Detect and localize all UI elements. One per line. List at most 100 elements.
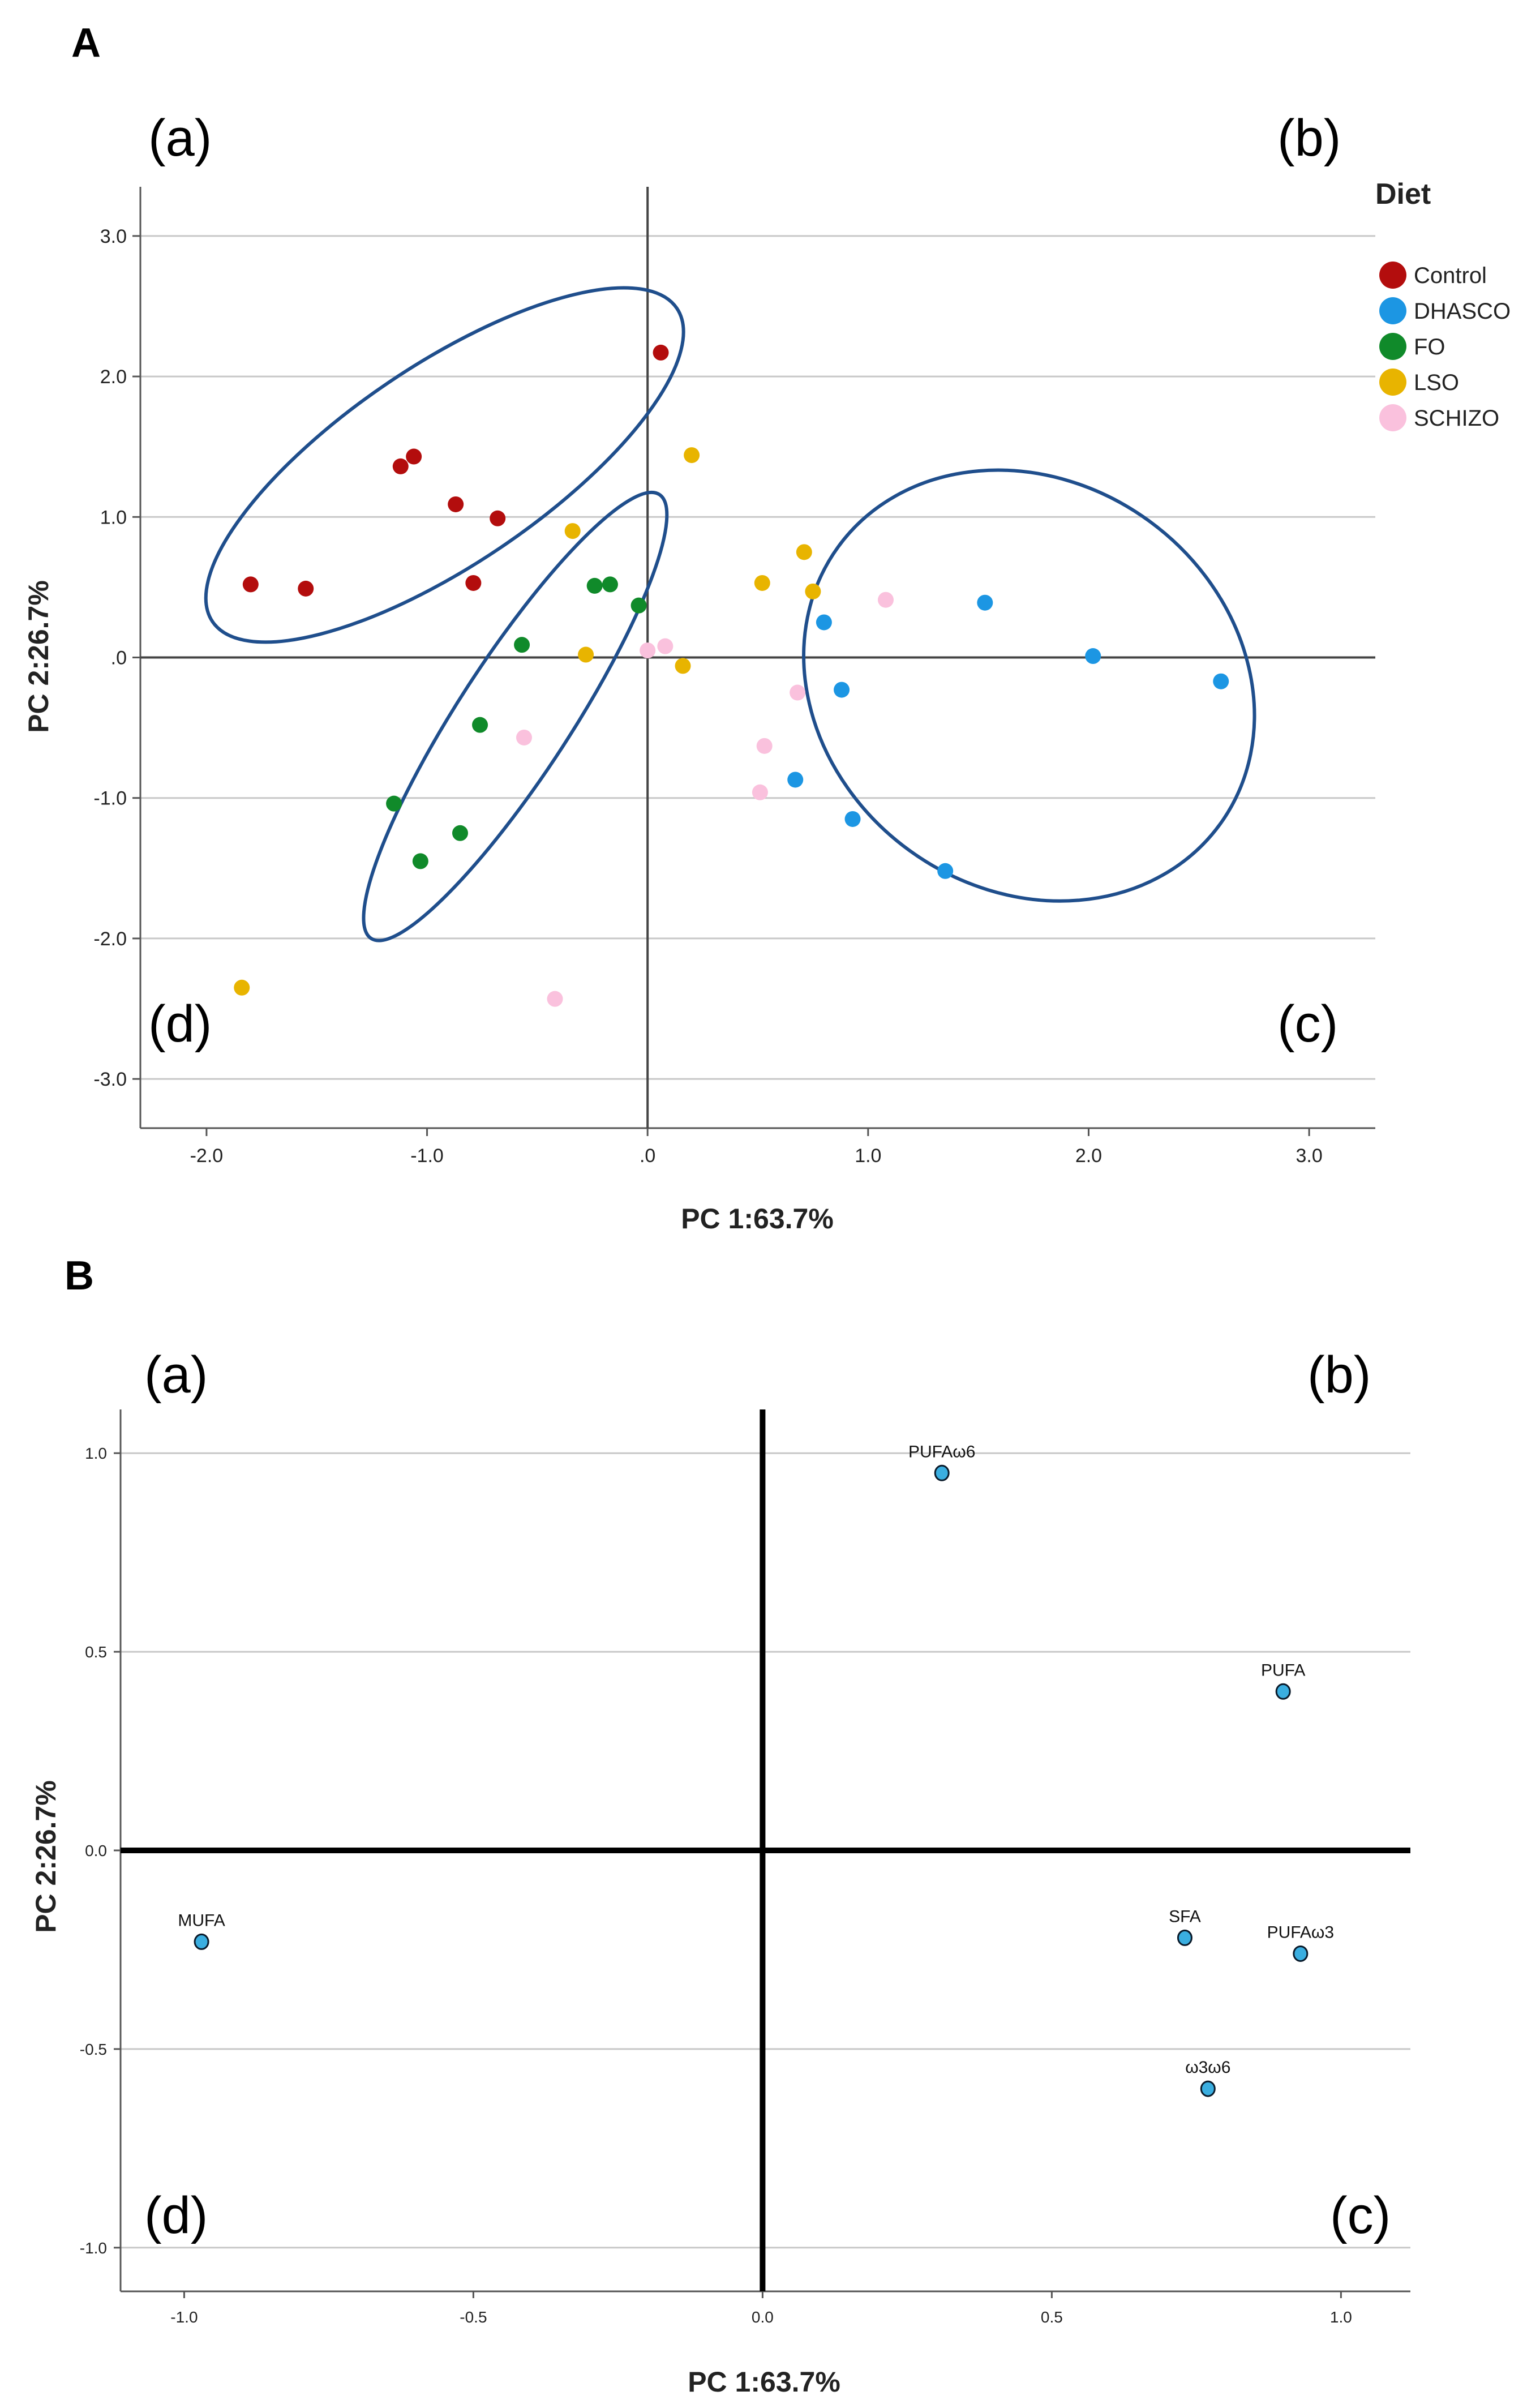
panel-a-x-tick-label: .0 xyxy=(640,1145,655,1167)
point-schizo xyxy=(877,592,894,608)
panel-a-x-tick-label: -2.0 xyxy=(190,1145,224,1167)
variable-label-3-6: ω3ω6 xyxy=(1185,2058,1230,2077)
point-control xyxy=(298,580,314,597)
variable-point-pufa-6 xyxy=(934,1464,950,1481)
panel-b-x-tick-label: 0.5 xyxy=(1041,2308,1063,2326)
point-dhasco xyxy=(844,811,861,827)
panel-a-quadrant-b: (b) xyxy=(1277,109,1341,167)
panel-b-y-tick-label: -1.0 xyxy=(80,2239,107,2257)
legend-marker-schizo xyxy=(1379,404,1406,431)
panel-a-y-axis-title: PC 2:26.7% xyxy=(23,580,54,733)
panel-a-data-points xyxy=(234,344,1229,1007)
point-fo xyxy=(630,597,647,614)
point-lso xyxy=(578,646,594,663)
point-schizo xyxy=(790,684,806,701)
panel-a-y-tick-label: 2.0 xyxy=(100,366,127,388)
point-dhasco xyxy=(816,614,832,631)
cluster-ellipse-2 xyxy=(362,490,669,942)
panel-b-quadrant-c: (c) xyxy=(1330,2187,1391,2244)
variable-label-pufa-3: PUFAω3 xyxy=(1267,1923,1334,1942)
panel-a-quadrant-a: (a) xyxy=(148,109,212,167)
panel-a-quadrant-c: (c) xyxy=(1277,995,1338,1053)
variable-point-sfa xyxy=(1177,1929,1192,1946)
variable-point-3-6 xyxy=(1200,2080,1216,2097)
panel-a-gridlines xyxy=(140,235,1375,1080)
panel-a-x-axis-title: PC 1:63.7% xyxy=(681,1203,834,1235)
variable-point-pufa xyxy=(1275,1683,1291,1700)
variable-label-mufa: MUFA xyxy=(178,1911,225,1930)
point-control xyxy=(490,510,506,526)
point-control xyxy=(242,576,259,593)
point-lso xyxy=(754,575,770,591)
panel-b-x-tick-label: 1.0 xyxy=(1330,2308,1352,2326)
point-fo xyxy=(586,577,603,594)
point-control xyxy=(465,575,482,591)
panel-b-quadrant-b: (b) xyxy=(1307,1346,1371,1404)
legend-marker-lso xyxy=(1379,368,1406,396)
panel-a-y-tick-label: 1.0 xyxy=(100,507,127,528)
point-schizo xyxy=(516,729,532,745)
point-dhasco xyxy=(1213,673,1229,689)
panel-a-y-tick-label: 3.0 xyxy=(100,226,127,247)
panel-a-y-tick-label: -1.0 xyxy=(93,788,127,809)
panel-b-x-tick-label: -0.5 xyxy=(460,2308,487,2326)
point-control xyxy=(392,458,409,474)
point-schizo xyxy=(752,784,768,800)
panel-a-x-tick-label: 3.0 xyxy=(1296,1145,1322,1167)
panel-a-axes xyxy=(132,187,1375,1136)
point-schizo xyxy=(657,638,674,654)
panel-a-cluster-ellipses xyxy=(204,286,1256,942)
panel-b-axes xyxy=(114,1409,1410,2298)
panel-letter-a: A xyxy=(71,20,101,66)
panel-a-scatter-chart: -2.0 -1.0.0 1.0 2.0 3.0 3.02.01.0.0-1.0-2.0-… xyxy=(23,178,1511,1235)
panel-a-x-tick-label: -1.0 xyxy=(410,1145,444,1167)
point-dhasco xyxy=(937,863,954,879)
panel-a-y-tick-labels: 3.0 2.0 1.0 .0 -1.0 -2.0 -3.0 xyxy=(93,226,127,1090)
legend-label-fo: FO xyxy=(1414,335,1445,359)
panel-b-y-tick-label: 1.0 xyxy=(85,1445,107,1462)
point-fo xyxy=(472,717,488,733)
panel-b-y-tick-labels: 1.0 0.5 0.0 -0.5 -1.0 xyxy=(80,1445,107,2257)
panel-b-x-tick-label: 0.0 xyxy=(752,2308,774,2326)
point-lso xyxy=(796,544,812,560)
panel-a-x-tick-label: 1.0 xyxy=(855,1145,881,1167)
variable-label-pufa: PUFA xyxy=(1261,1661,1305,1679)
point-schizo xyxy=(640,642,656,659)
panel-b-loading-chart: -1.0 -0.5 0.0 0.5 1.0 1.0 0.5 0.0 -0.5 -1.0 PUFA… xyxy=(30,1409,1410,2398)
legend-label-control: Control xyxy=(1414,263,1487,288)
variable-label-pufa-6: PUFAω6 xyxy=(908,1442,975,1461)
point-fo xyxy=(412,853,428,869)
cluster-ellipse-3 xyxy=(802,468,1256,903)
point-lso xyxy=(805,583,821,599)
point-lso xyxy=(684,447,700,464)
point-schizo xyxy=(547,991,563,1007)
legend-label-schizo: SCHIZO xyxy=(1414,406,1499,431)
legend-marker-fo xyxy=(1379,333,1406,360)
legend-marker-control xyxy=(1379,262,1406,289)
panel-letter-b: B xyxy=(65,1253,94,1299)
panel-b-x-tick-labels: -1.0 -0.5 0.0 0.5 1.0 xyxy=(170,2308,1352,2326)
panel-b-y-axis-title: PC 2:26.7% xyxy=(30,1780,62,1933)
variable-point-pufa-3 xyxy=(1293,1945,1309,1962)
panel-a-quadrant-d: (d) xyxy=(148,995,212,1053)
panel-a-legend: Diet Control DHASCO FO LSO SCHIZO xyxy=(1375,178,1511,431)
panel-b-x-tick-label: -1.0 xyxy=(170,2308,198,2326)
panel-a-y-tick-label: .0 xyxy=(111,648,127,669)
point-fo xyxy=(386,795,402,812)
point-lso xyxy=(234,979,250,996)
point-fo xyxy=(514,637,530,653)
panel-b-y-tick-label: 0.0 xyxy=(85,1842,107,1859)
variable-label-sfa: SFA xyxy=(1169,1907,1201,1926)
point-lso xyxy=(564,523,581,539)
point-fo xyxy=(452,825,468,841)
panel-b-quadrant-a: (a) xyxy=(144,1346,208,1404)
point-control xyxy=(653,344,669,361)
point-control xyxy=(448,496,464,512)
point-dhasco xyxy=(977,594,993,611)
panel-a-y-tick-label: -2.0 xyxy=(93,928,127,950)
panel-b-x-axis-title: PC 1:63.7% xyxy=(688,2366,840,2398)
panel-b-y-tick-label: -0.5 xyxy=(80,2041,107,2058)
legend-title: Diet xyxy=(1375,178,1431,211)
